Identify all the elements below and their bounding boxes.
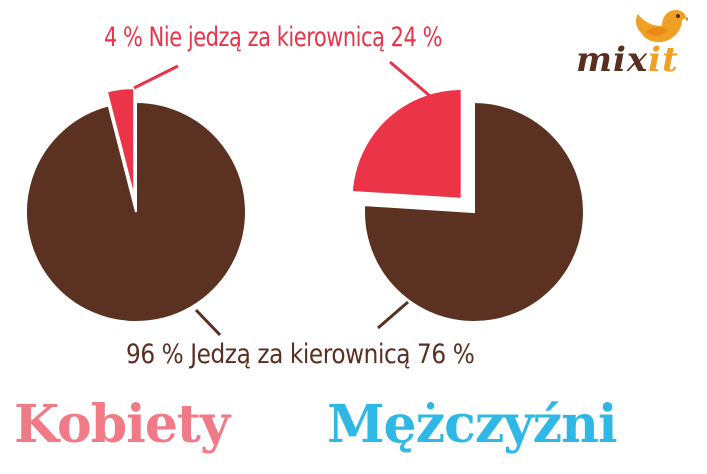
women-label: Kobiety <box>14 394 230 455</box>
leader-line-women-eat <box>194 308 222 337</box>
pie-slice-men-eat <box>363 100 585 323</box>
leader-line-women-not-eat <box>133 64 179 90</box>
leader-line-men-eat <box>377 300 409 330</box>
logo-wordmark: mixit <box>576 40 679 80</box>
pie-slice-men-not-eat <box>350 87 463 200</box>
mixit-logo: mixit <box>576 4 702 84</box>
eating-callout: 96 % Jedzą za kierownicą 76 % <box>126 339 475 370</box>
leader-line-men-not-eat <box>389 60 431 98</box>
callout-leader-lines <box>133 60 431 337</box>
logo-mix-text: mix <box>576 40 649 80</box>
logo-it-text: it <box>648 40 679 80</box>
not-eating-callout: 4 % Nie jedzą za kierownicą 24 % <box>104 22 443 53</box>
men-label: Mężczyźni <box>327 394 618 455</box>
pie-slice-women-eat <box>25 100 247 323</box>
bird-icon <box>635 10 688 43</box>
